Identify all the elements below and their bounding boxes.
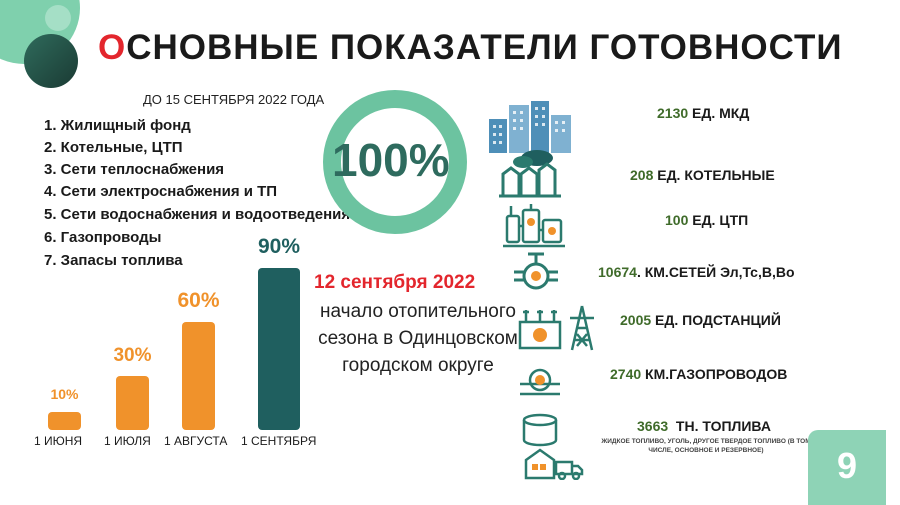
stat-label: ЕД. ЦТП (688, 212, 749, 228)
bar (182, 322, 215, 430)
donut-ring (323, 90, 467, 234)
title-rest: СНОВНЫЕ ПОКАЗАТЕЛИ ГОТОВНОСТИ (126, 28, 843, 67)
bar-value-label: 30% (113, 345, 152, 366)
stat-number: 3663 (637, 418, 669, 434)
stat-item: 208 ЕД. КОТЕЛЬНЫЕ (630, 167, 775, 183)
readiness-list-item: 6. Газопроводы (44, 229, 162, 246)
decor-circle-dark (24, 34, 78, 88)
stat-number: 2005 (620, 312, 652, 328)
page-number: 9 (836, 445, 858, 486)
stat-item: 2130 ЕД. МКД (657, 105, 749, 121)
bar-value-label: 10% (50, 386, 79, 402)
readiness-donut (323, 90, 467, 234)
bar-category-label: 1 СЕНТЯБРЯ (241, 434, 317, 448)
stat-number: 2740 (610, 366, 642, 382)
stat-item: 3663 ТН. ТОПЛИВА (637, 418, 771, 434)
stat-label: ЕД. МКД (688, 105, 750, 121)
bar (258, 268, 300, 430)
stat-label: КМ.ГАЗОПРОВОДОВ (641, 366, 788, 382)
readiness-list-item: 4. Сети электроснабжения и ТП (44, 183, 278, 200)
bar-value-label: 90% (257, 235, 301, 258)
stat-label: ЕД. ПОДСТАНЦИЙ (651, 312, 781, 328)
page-title: ОСНОВНЫЕ ПОКАЗАТЕЛИ ГОТОВНОСТИ (98, 28, 843, 68)
stat-number: 2130 (657, 105, 689, 121)
stat-label: ЕД. КОТЕЛЬНЫЕ (653, 167, 775, 183)
bar (48, 412, 81, 430)
pipe-valve-icon (514, 252, 558, 290)
readiness-list-item: 2. Котельные, ЦТП (44, 139, 183, 156)
page-number-badge (808, 430, 886, 505)
substation-icon (518, 305, 594, 351)
stat-item: 2005 ЕД. ПОДСТАНЦИЙ (620, 312, 781, 328)
stat-item: 100 ЕД. ЦТП (665, 212, 748, 228)
bar-value-label: 60% (177, 289, 220, 312)
bar-category-label: 1 ИЮЛЯ (104, 434, 151, 448)
stat-number: 10674 (598, 264, 637, 280)
readiness-list-item: 3. Сети теплоснабжения (44, 161, 225, 178)
decor-circle-small (45, 5, 71, 31)
stat-number: 208 (630, 167, 654, 183)
heating-start-date: 12 сентября 2022 (314, 272, 476, 293)
stat-item: 10674. КМ.СЕТЕЙ Эл,Тс,В,Во (598, 264, 795, 280)
stat-label: . КМ.СЕТЕЙ Эл,Тс,В,Во (636, 264, 795, 280)
buildings-icon (489, 101, 571, 153)
heating-start-text: начало отопительного сезона в Одинцовско… (318, 301, 518, 376)
bar-category-label: 1 АВГУСТА (164, 434, 228, 448)
donut-label: 100% (332, 134, 450, 186)
bar (116, 376, 149, 430)
boiler-house-icon (499, 150, 561, 198)
stat-label: ТН. ТОПЛИВА (668, 418, 771, 434)
heat-point-icon (503, 204, 565, 248)
bar-category-label: 1 ИЮНЯ (34, 434, 83, 448)
subtitle: ДО 15 СЕНТЯБРЯ 2022 ГОДА (143, 92, 325, 107)
fuel-storage-icon (522, 413, 584, 480)
stat-number: 100 (665, 212, 689, 228)
readiness-list-item: 1. Жилищный фонд (44, 117, 191, 134)
title-first-letter: О (98, 28, 127, 67)
readiness-list-item: 5. Сети водоснабжения и водоотведения (44, 206, 351, 223)
readiness-list-item: 7. Запасы топлива (44, 252, 183, 269)
stat-item: 2740 КМ.ГАЗОПРОВОДОВ (610, 366, 787, 382)
gas-pipe-icon (520, 368, 560, 396)
fuel-note: ЖИДКОЕ ТОПЛИВО, УГОЛЬ, ДРУГОЕ ТВЕРДОЕ ТО… (601, 438, 811, 454)
